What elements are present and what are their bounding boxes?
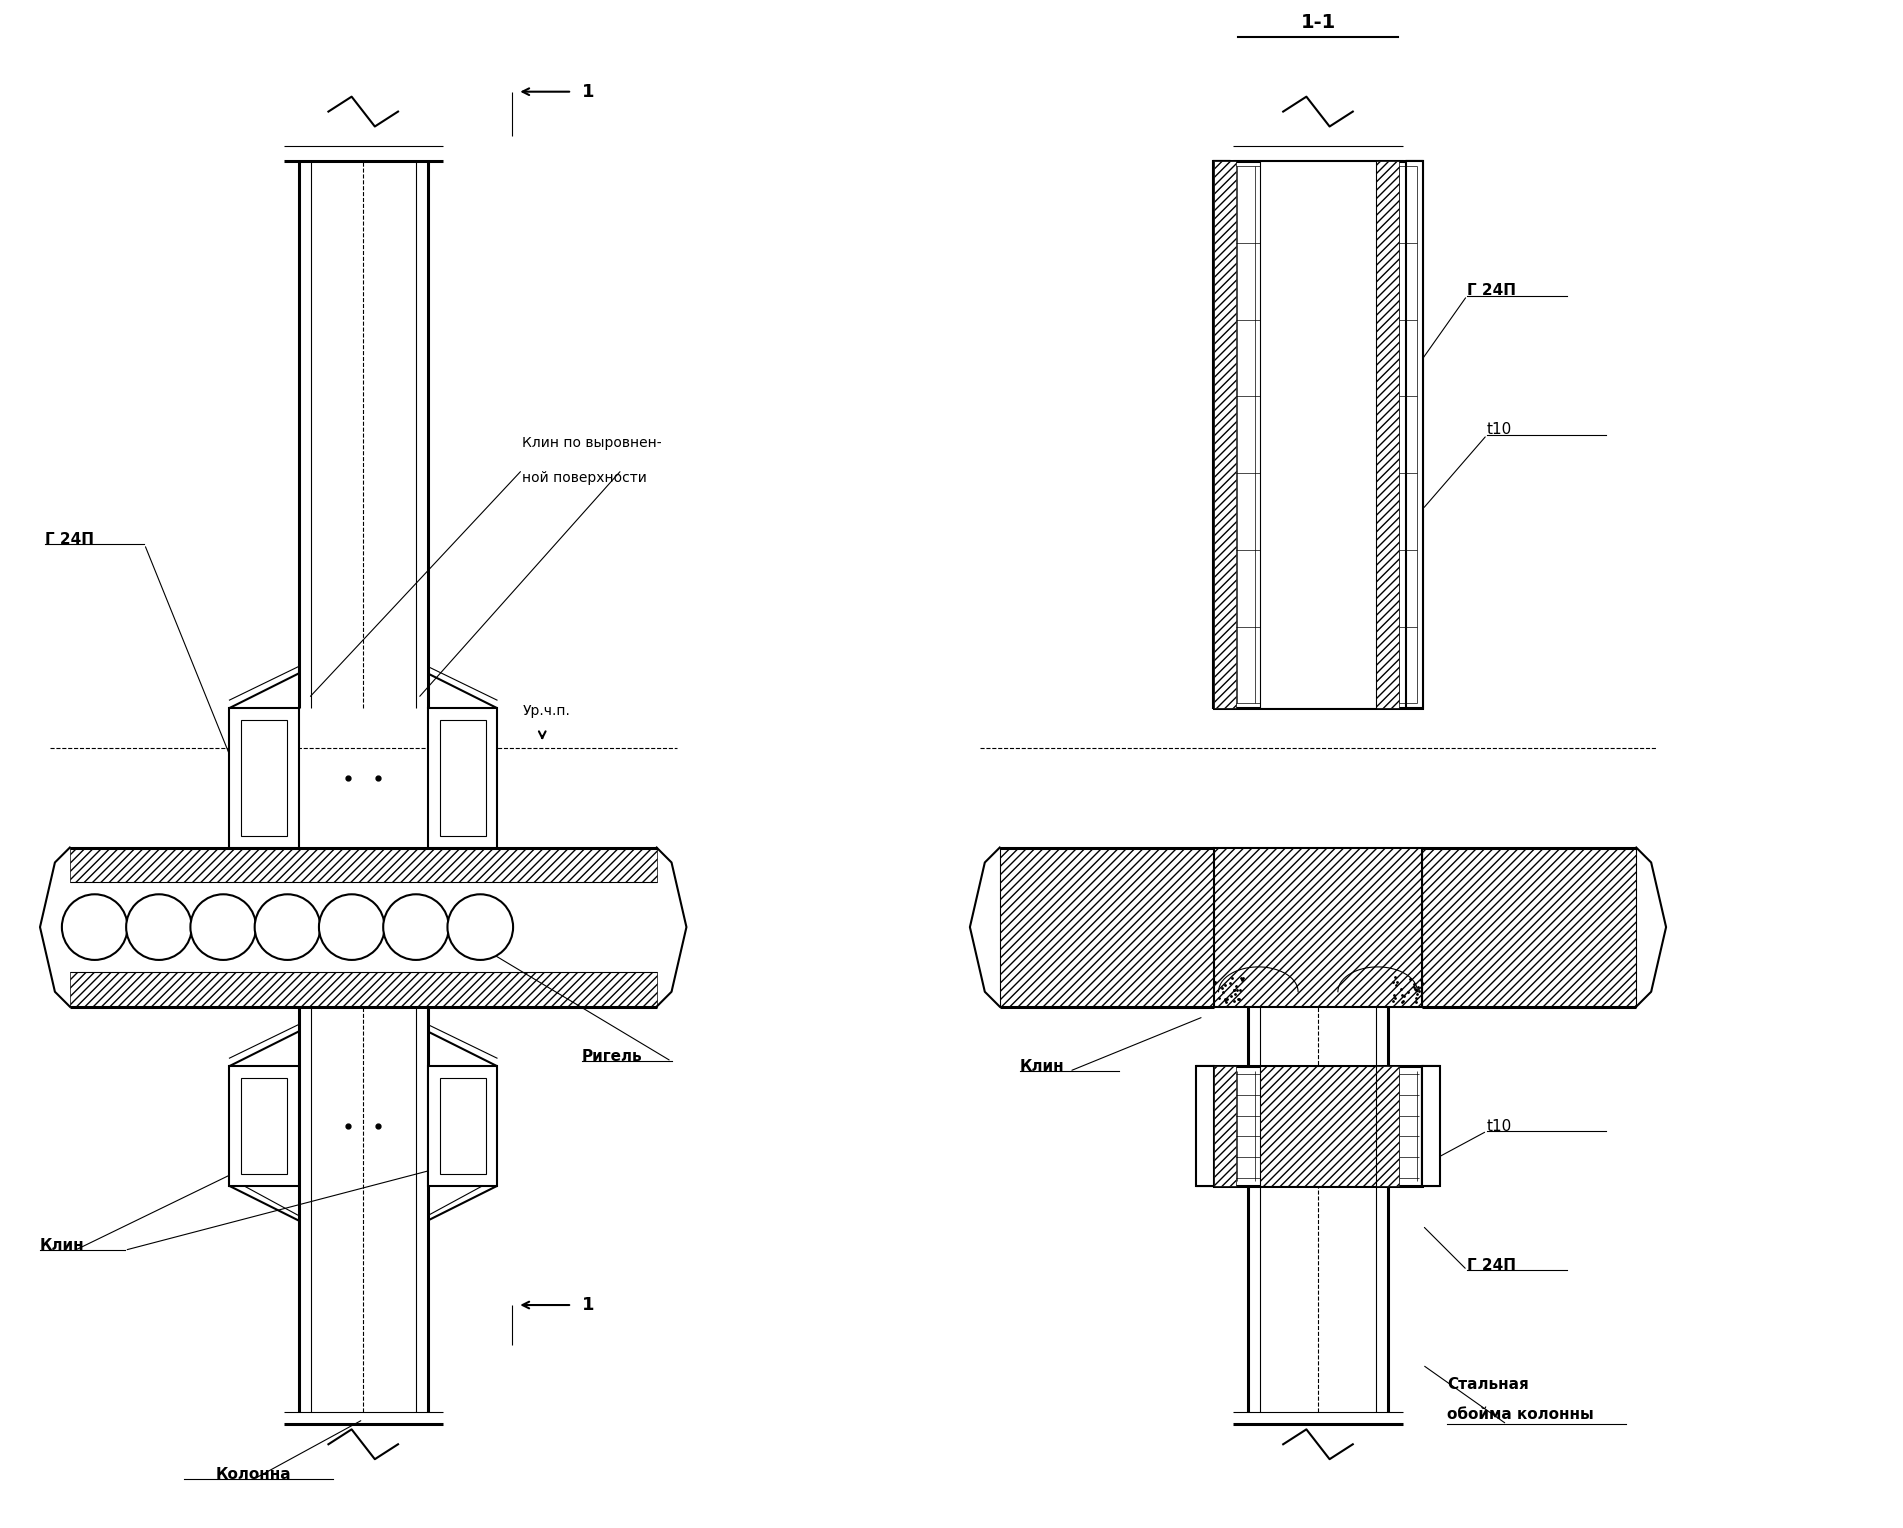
Bar [70,972,657,1007]
Bar [228,709,299,848]
Bar [999,848,1214,1007]
Bar [1260,162,1376,709]
Bar [1376,1067,1399,1186]
Text: Клин: Клин [1020,1059,1064,1074]
Bar [1195,1067,1214,1186]
Circle shape [190,894,257,960]
Bar [428,1067,497,1186]
Bar [440,720,485,836]
Circle shape [383,894,449,960]
Text: t10: t10 [1486,422,1513,437]
Bar [1422,1067,1441,1186]
Text: Ур.ч.п.: Ур.ч.п. [521,704,571,718]
Circle shape [320,894,384,960]
Text: Г 24П: Г 24П [1467,283,1517,298]
Text: Колонна: Колонна [217,1467,291,1482]
Text: Стальная: Стальная [1448,1377,1528,1392]
Text: 1-1: 1-1 [1300,12,1336,32]
Bar [1212,162,1231,709]
Text: Ригель: Ригель [582,1048,643,1063]
Bar [242,720,287,836]
Bar [242,1079,287,1174]
Bar [1376,162,1399,709]
Text: обойма колонны: обойма колонны [1448,1407,1595,1423]
Text: Г 24П: Г 24П [1467,1258,1517,1273]
Bar [228,1067,299,1186]
Text: ной поверхности: ной поверхности [521,471,647,484]
Circle shape [63,894,128,960]
Bar [70,848,657,882]
Text: 1: 1 [582,1296,594,1314]
Bar [1422,848,1637,1007]
Bar [1214,1067,1237,1186]
Bar [440,1079,485,1174]
Text: Клин: Клин [40,1238,84,1253]
Text: 1: 1 [582,83,594,101]
Bar [1212,162,1218,709]
Bar [1214,162,1237,709]
Bar [428,709,497,848]
Circle shape [126,894,192,960]
Bar [1406,162,1423,709]
Circle shape [255,894,320,960]
Text: Клин по выровнен-: Клин по выровнен- [521,435,662,449]
Circle shape [447,894,514,960]
Bar [1214,162,1422,709]
Bar [1260,1067,1376,1186]
Text: t10: t10 [1486,1118,1513,1134]
Text: Г 24П: Г 24П [46,532,93,547]
Bar [1214,1067,1422,1186]
Bar [1214,848,1422,1007]
